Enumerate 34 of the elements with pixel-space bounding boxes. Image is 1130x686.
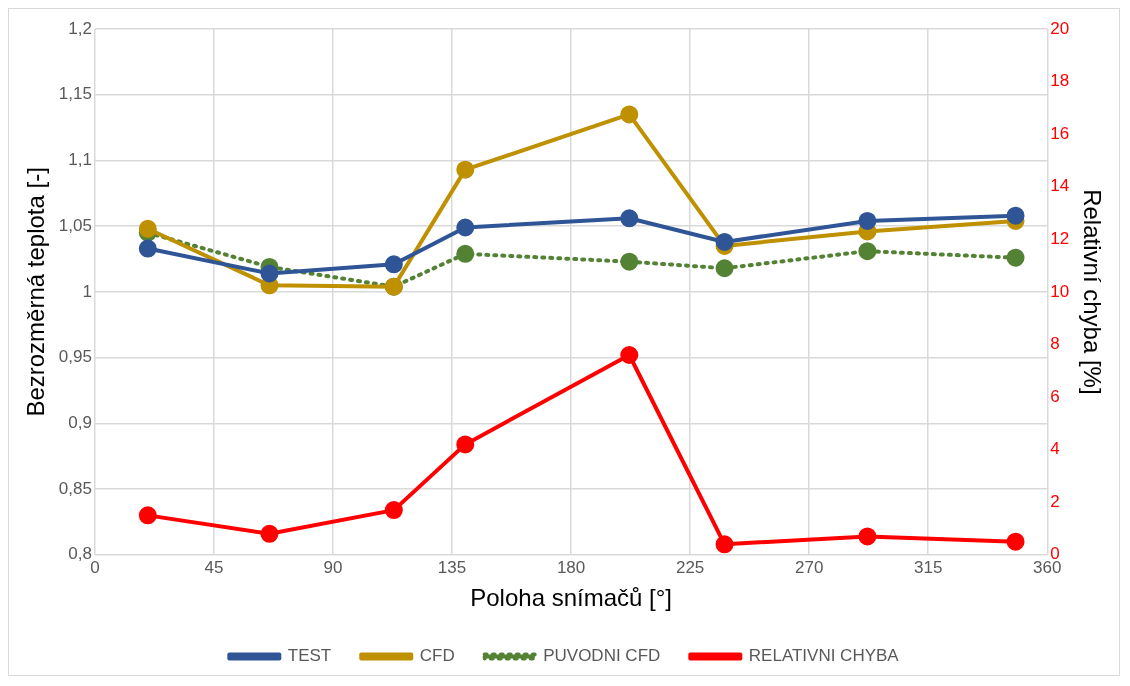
y2-tick-label: 8: [1050, 334, 1060, 354]
x-tick-label: 225: [675, 557, 705, 577]
y-tick-label: 0,8: [68, 544, 92, 564]
y2-tick-label: 10: [1050, 281, 1070, 301]
y-tick-label: 0,95: [58, 347, 92, 367]
y-tick-label: 1,15: [58, 84, 92, 104]
x-tick-label: 135: [437, 557, 467, 577]
x-tick-label: 180: [556, 557, 586, 577]
y2-tick-label: 16: [1050, 123, 1070, 143]
y-tick-label: 0,85: [58, 478, 92, 498]
x-tick-label: 315: [914, 557, 943, 577]
y2-tick-label: 6: [1050, 386, 1060, 406]
y-tick-label: 1,1: [68, 150, 92, 170]
y2-tick-label: 2: [1050, 491, 1060, 511]
legend-label: RELATIVNI CHYBA: [748, 646, 900, 666]
y2-tick-label: 20: [1050, 18, 1070, 38]
y2-tick-label: 14: [1050, 176, 1070, 196]
y-tick-label: 1,2: [68, 18, 92, 38]
x-tick-label: 0: [90, 557, 100, 577]
y-axis-title: Bezrozměrná teplota [-]: [22, 167, 50, 417]
y-tick-label: 0,9: [68, 413, 92, 433]
y2-tick-label: 18: [1050, 71, 1070, 91]
x-tick-label: 45: [204, 557, 224, 577]
x-tick-label: 90: [323, 557, 343, 577]
y2-tick-label: 4: [1050, 439, 1060, 459]
y-tick-label: 1: [82, 281, 92, 301]
y2-axis-title: Relativní chyba [%]: [1078, 189, 1106, 395]
legend-label: TEST: [287, 646, 332, 666]
y-tick-label: 1,05: [58, 215, 92, 235]
y2-tick-label: 12: [1050, 229, 1070, 249]
x-tick-label: 270: [795, 557, 824, 577]
legend-label: PUVODNI CFD: [543, 646, 661, 666]
x-axis-title: Poloha snímačů [°]: [470, 584, 672, 612]
legend-label: CFD: [419, 646, 455, 666]
